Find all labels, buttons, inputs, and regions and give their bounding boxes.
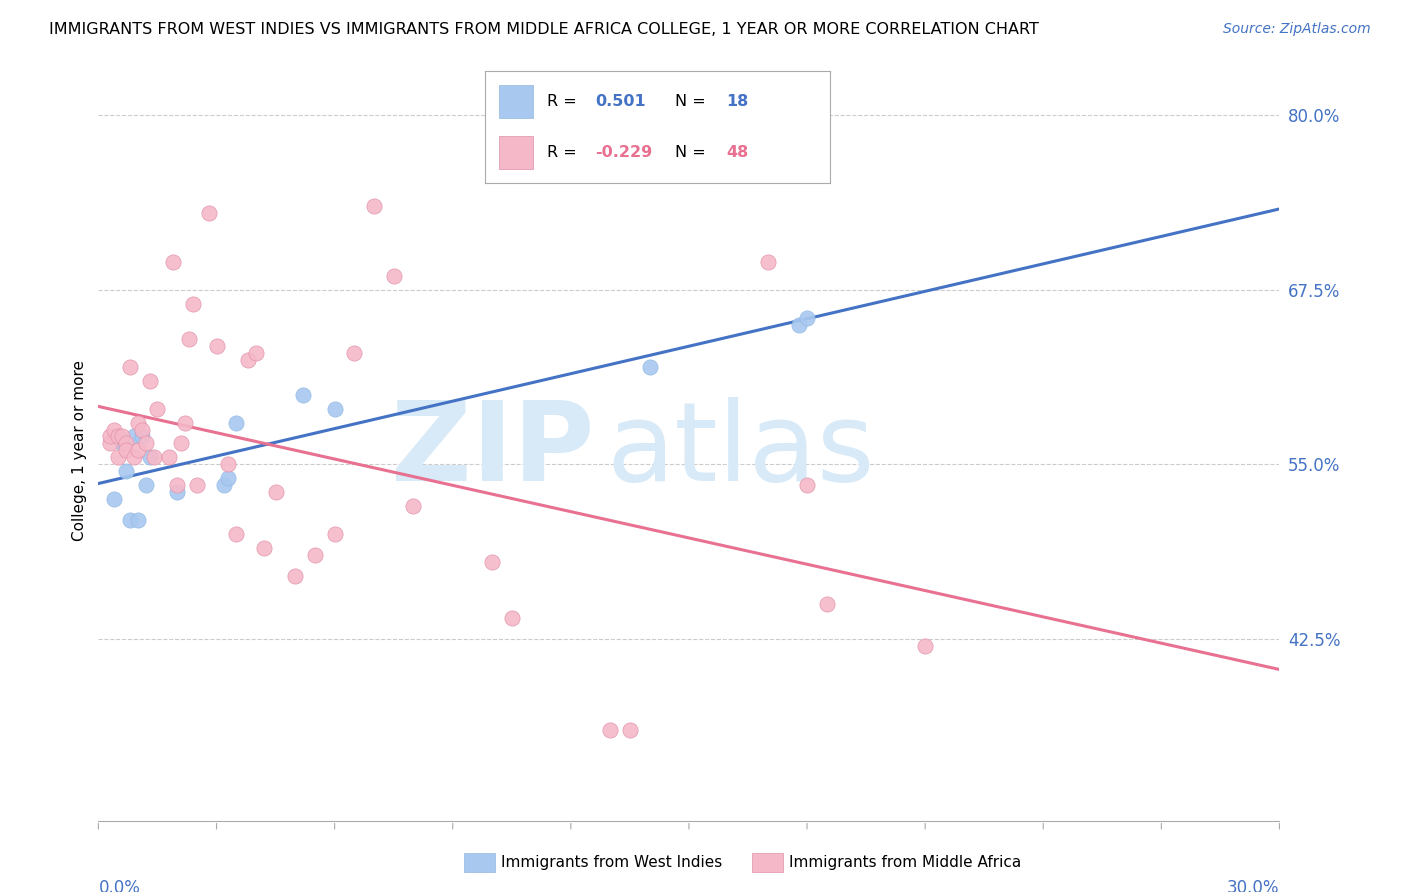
Point [323,401,346,416]
Point [756,255,779,269]
Text: Immigrants from Middle Africa: Immigrants from Middle Africa [789,855,1021,870]
Text: 30.0%: 30.0% [1227,880,1279,892]
Point [323,527,346,541]
Point [217,458,239,472]
Point [217,471,239,485]
Point [107,429,129,443]
Point [815,597,838,611]
Point [131,429,153,443]
Point [135,478,157,492]
Point [135,436,157,450]
Point [111,436,134,450]
Point [122,429,145,443]
Point [796,478,818,492]
Point [177,332,200,346]
Point [170,436,193,450]
Text: 48: 48 [725,145,748,161]
Point [142,450,165,465]
Text: R =: R = [547,94,582,109]
Point [501,611,523,625]
FancyBboxPatch shape [499,136,533,169]
Y-axis label: College, 1 year or more: College, 1 year or more [72,360,87,541]
Text: 0.501: 0.501 [595,94,645,109]
Point [118,513,141,527]
Text: 0.0%: 0.0% [98,880,141,892]
Point [264,485,287,500]
Point [107,450,129,465]
Point [131,423,153,437]
Point [127,416,149,430]
Point [796,310,818,325]
Text: 18: 18 [725,94,748,109]
Point [619,723,641,737]
Point [787,318,810,332]
Text: N =: N = [675,94,710,109]
Point [138,374,160,388]
Point [115,443,138,458]
Text: ZIP: ZIP [391,397,595,504]
Text: R =: R = [547,145,582,161]
Point [98,429,121,443]
Point [122,450,145,465]
Point [481,555,503,569]
Point [166,478,188,492]
Text: N =: N = [675,145,710,161]
Point [98,436,121,450]
Text: -0.229: -0.229 [595,145,652,161]
Point [382,268,405,283]
Point [343,345,366,359]
Point [253,541,276,556]
Text: IMMIGRANTS FROM WEST INDIES VS IMMIGRANTS FROM MIDDLE AFRICA COLLEGE, 1 YEAR OR : IMMIGRANTS FROM WEST INDIES VS IMMIGRANT… [49,22,1039,37]
Point [245,345,267,359]
Point [111,429,134,443]
Point [138,450,160,465]
Point [174,416,197,430]
Point [127,443,149,458]
Text: Immigrants from West Indies: Immigrants from West Indies [501,855,721,870]
Point [186,478,208,492]
Point [166,485,188,500]
Point [225,527,247,541]
Point [292,387,315,401]
Point [115,436,138,450]
Point [363,199,385,213]
Point [225,416,247,430]
FancyBboxPatch shape [499,85,533,119]
Point [914,639,936,653]
Point [599,723,621,737]
Point [197,206,219,220]
Point [162,255,184,269]
Point [304,548,326,562]
Text: Source: ZipAtlas.com: Source: ZipAtlas.com [1223,22,1371,37]
Point [638,359,661,374]
Point [236,352,259,367]
Point [214,478,236,492]
Point [284,569,307,583]
Text: atlas: atlas [606,397,875,504]
Point [157,450,180,465]
Point [127,513,149,527]
Point [118,359,141,374]
Point [205,339,228,353]
Point [146,401,169,416]
Point [115,464,138,478]
Point [103,423,125,437]
Point [103,492,125,507]
Point [402,500,425,514]
Point [181,297,204,311]
